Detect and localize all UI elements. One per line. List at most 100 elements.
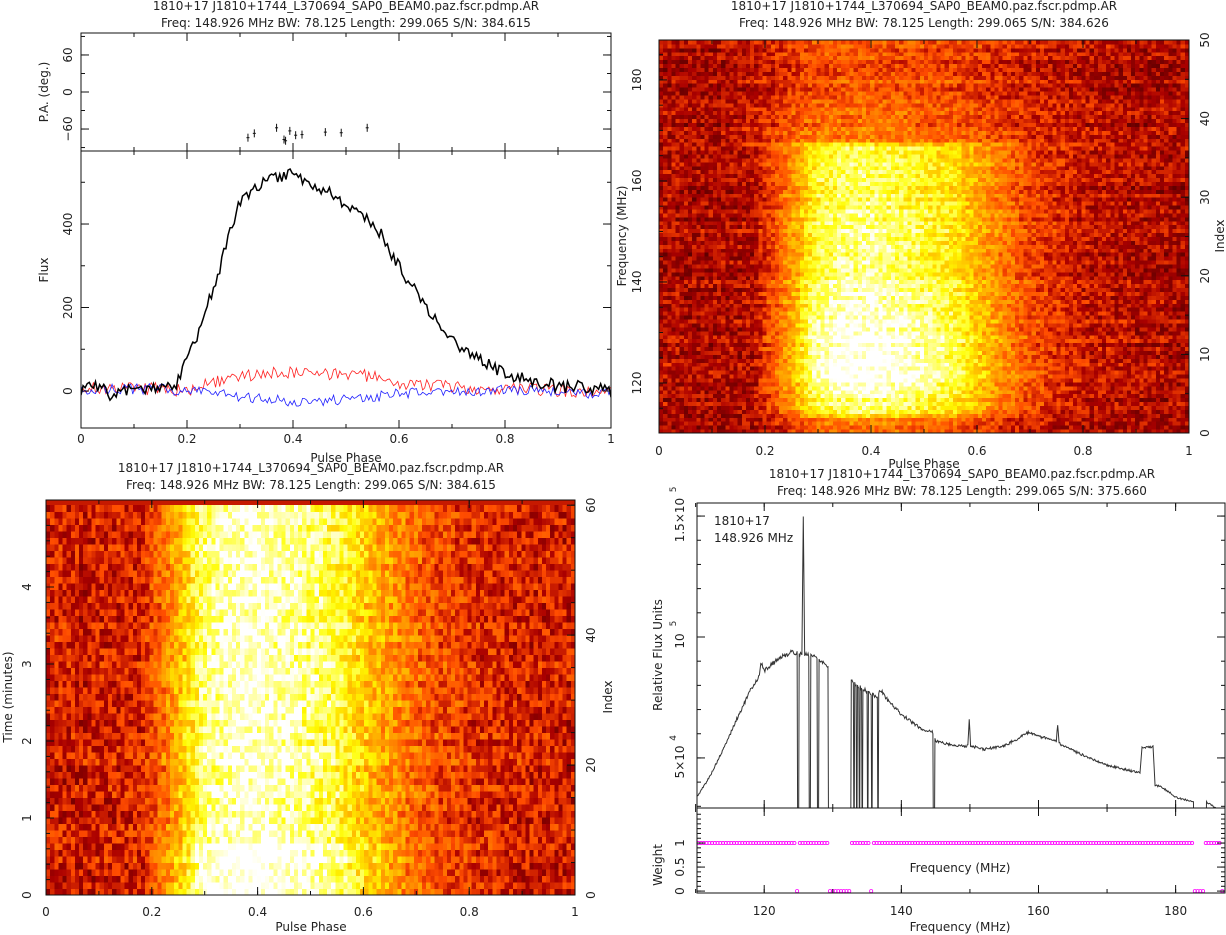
- heatmap-cell: [899, 409, 904, 413]
- heatmap-cell: [750, 425, 755, 429]
- heatmap-cell: [779, 299, 784, 303]
- heatmap-cell: [1052, 350, 1057, 354]
- heatmap-cell: [779, 402, 784, 406]
- heatmap-cell: [742, 374, 747, 378]
- heatmap-cell: [833, 366, 838, 370]
- heatmap-cell: [1057, 299, 1062, 303]
- heatmap-cell: [709, 417, 714, 421]
- heatmap-cell: [721, 311, 726, 315]
- heatmap-cell: [775, 402, 780, 406]
- heatmap-cell: [1065, 299, 1070, 303]
- heatmap-cell: [841, 354, 846, 358]
- heatmap-cell: [725, 284, 730, 288]
- heatmap-cell: [754, 295, 759, 299]
- heatmap-cell: [746, 354, 751, 358]
- heatmap-cell: [858, 339, 863, 343]
- heatmap-cell: [717, 307, 722, 311]
- heatmap-cell: [1114, 394, 1119, 398]
- heatmap-cell: [1036, 292, 1041, 296]
- heatmap-cell: [816, 299, 821, 303]
- heatmap-cell: [941, 327, 946, 331]
- heatmap-cell: [965, 303, 970, 307]
- heatmap-cell: [680, 292, 685, 296]
- heatmap-cell: [870, 413, 875, 417]
- heatmap-cell: [1148, 425, 1153, 429]
- heatmap-cell: [1148, 354, 1153, 358]
- heatmap-cell: [1052, 347, 1057, 351]
- heatmap-cell: [1057, 315, 1062, 319]
- heatmap-cell: [1048, 421, 1053, 425]
- heatmap-cell: [804, 370, 809, 374]
- heatmap-cell: [1164, 323, 1169, 327]
- heatmap-cell: [1127, 307, 1132, 311]
- heatmap-cell: [1081, 394, 1086, 398]
- heatmap-cell: [1048, 292, 1053, 296]
- heatmap-cell: [1143, 421, 1148, 425]
- heatmap-cell: [928, 370, 933, 374]
- heatmap-cell: [887, 327, 892, 331]
- heatmap-cell: [1135, 362, 1140, 366]
- heatmap-cell: [986, 339, 991, 343]
- heatmap-cell: [916, 323, 921, 327]
- heatmap-cell: [970, 343, 975, 347]
- heatmap-cell: [729, 425, 734, 429]
- heatmap-cell: [862, 402, 867, 406]
- heatmap-cell: [1135, 386, 1140, 390]
- heatmap-cell: [754, 378, 759, 382]
- heatmap-cell: [696, 323, 701, 327]
- heatmap-cell: [986, 335, 991, 339]
- heatmap-cell: [787, 425, 792, 429]
- heatmap-cell: [1181, 311, 1186, 315]
- heatmap-cell: [829, 394, 834, 398]
- heatmap-cell: [754, 413, 759, 417]
- heatmap-cell: [700, 295, 705, 299]
- heatmap-cell: [1036, 425, 1041, 429]
- heatmap-cell: [738, 319, 743, 323]
- heatmap-cell: [1073, 299, 1078, 303]
- heatmap-cell: [742, 284, 747, 288]
- heatmap-cell: [1003, 374, 1008, 378]
- heatmap-cell: [787, 343, 792, 347]
- heatmap-cell: [924, 350, 929, 354]
- heatmap-cell: [924, 335, 929, 339]
- heatmap-cell: [858, 413, 863, 417]
- heatmap-cell: [1160, 354, 1165, 358]
- heatmap-cell: [713, 292, 718, 296]
- heatmap-cell: [1119, 386, 1124, 390]
- heatmap-cell: [713, 417, 718, 421]
- heatmap-cell: [1177, 413, 1182, 417]
- heatmap-cell: [1077, 327, 1082, 331]
- heatmap-cell: [1172, 417, 1177, 421]
- heatmap-cell: [1015, 319, 1020, 323]
- heatmap-cell: [878, 417, 883, 421]
- heatmap-cell: [816, 331, 821, 335]
- heatmap-cell: [891, 315, 896, 319]
- heatmap-cell: [767, 382, 772, 386]
- heatmap-cell: [1028, 402, 1033, 406]
- heatmap-cell: [903, 311, 908, 315]
- heatmap-cell: [990, 335, 995, 339]
- heatmap-cell: [1156, 327, 1161, 331]
- heatmap-cell: [1052, 307, 1057, 311]
- heatmap-cell: [717, 378, 722, 382]
- heatmap-cell: [841, 409, 846, 413]
- phase-tick-label: 1: [607, 432, 615, 446]
- heatmap-cell: [912, 295, 917, 299]
- heatmap-cell: [783, 425, 788, 429]
- heatmap-cell: [887, 417, 892, 421]
- heatmap-cell: [854, 409, 859, 413]
- heatmap-cell: [729, 358, 734, 362]
- heatmap-cell: [903, 417, 908, 421]
- heatmap-cell: [1015, 327, 1020, 331]
- heatmap-cell: [1119, 315, 1124, 319]
- heatmap-cell: [899, 288, 904, 292]
- heatmap-cell: [1164, 402, 1169, 406]
- heatmap-cell: [1127, 382, 1132, 386]
- heatmap-cell: [891, 402, 896, 406]
- heatmap-cell: [920, 347, 925, 351]
- heatmap-cell: [1036, 398, 1041, 402]
- heatmap-cell: [705, 319, 710, 323]
- heatmap-cell: [1069, 339, 1074, 343]
- heatmap-cell: [1090, 311, 1095, 315]
- heatmap-cell: [932, 413, 937, 417]
